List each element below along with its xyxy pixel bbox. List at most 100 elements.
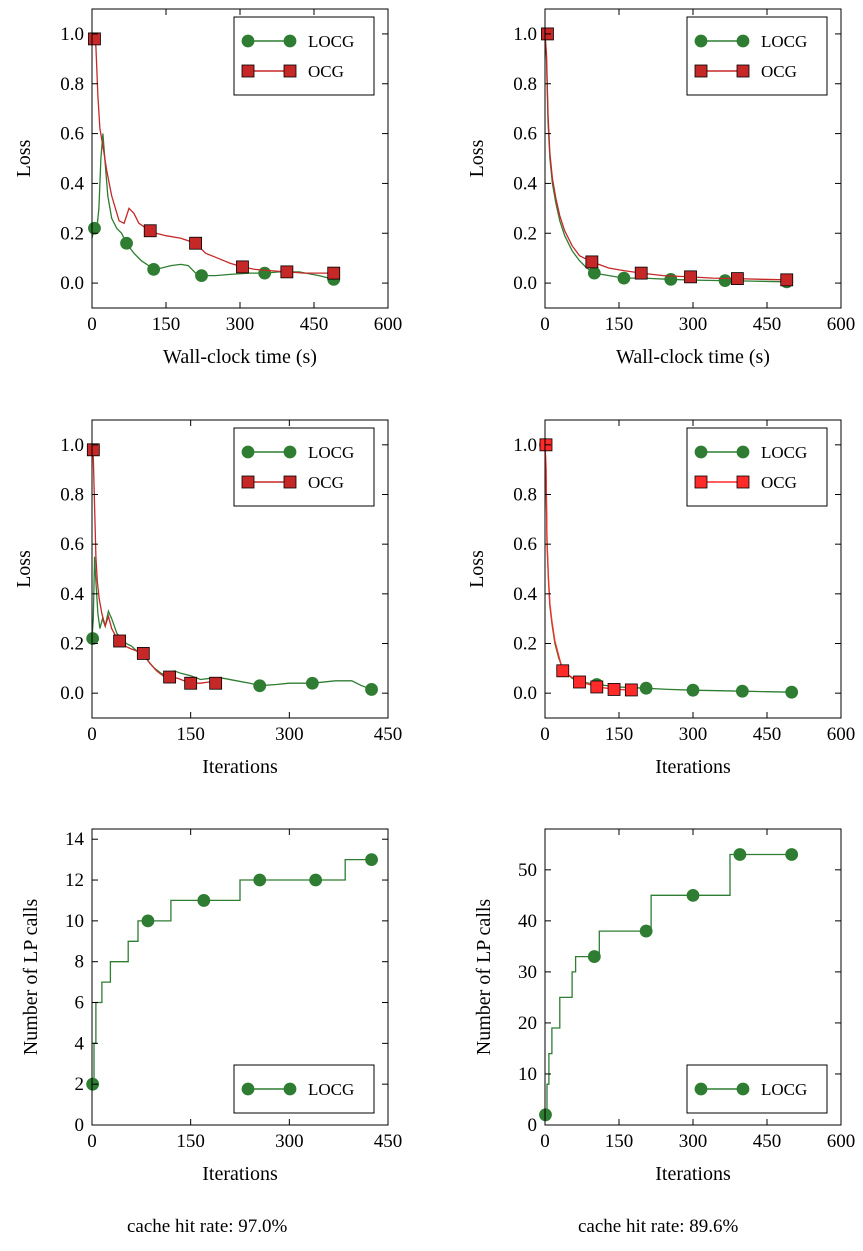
legend-label-locg: LOCG — [761, 1080, 807, 1099]
series-line-locg — [92, 858, 372, 1085]
legend: LOCG OCG — [686, 16, 828, 96]
x-tick-label: 450 — [374, 724, 403, 745]
x-tick-label: 450 — [374, 1131, 403, 1152]
caption-left: cache hit rate: 97.0% — [127, 1216, 288, 1237]
x-tick-label: 150 — [605, 1131, 634, 1152]
y-tick-label: 0.4 — [513, 584, 537, 605]
data-point-locg-3 — [639, 681, 653, 695]
legend-label-ocg: OCG — [761, 62, 797, 81]
x-tick-label: 300 — [679, 314, 708, 335]
legend-marker-ocg — [241, 475, 255, 489]
x-tick-label: 150 — [176, 1131, 205, 1152]
data-point-locg-3 — [197, 894, 211, 907]
y-tick-label: 4 — [75, 1033, 85, 1054]
x-tick-label: 0 — [87, 1131, 97, 1152]
y-tick-label: 0.8 — [60, 74, 84, 95]
data-point-ocg-6 — [780, 273, 794, 287]
chart-panel-5: 0 150 300 450 0 2 4 6 8 10 12 14 Iterations Number of… — [20, 828, 403, 1185]
y-tick-label: 8 — [75, 952, 85, 973]
data-point-ocg-5 — [607, 683, 621, 696]
legend-marker-locg — [283, 445, 297, 459]
series-line-locg — [91, 556, 372, 691]
legend-marker-locg — [241, 1082, 255, 1096]
data-point-locg-4 — [365, 683, 378, 696]
x-tick-label: 450 — [753, 314, 782, 335]
y-tick-label: 0.0 — [513, 273, 537, 294]
data-point-ocg-4 — [236, 260, 249, 274]
y-tick-label: 0.2 — [60, 223, 84, 244]
x-tick-label: 300 — [226, 314, 255, 335]
legend-marker-locg — [736, 34, 750, 48]
data-point-locg-6 — [785, 848, 799, 861]
legend-marker-locg — [283, 1082, 297, 1096]
y-tick-label: 10 — [65, 911, 84, 932]
data-point-locg-2 — [253, 679, 267, 693]
data-point-ocg-5 — [731, 272, 744, 285]
data-point-ocg-2 — [585, 255, 599, 269]
legend-marker-ocg — [283, 475, 297, 489]
legend-box — [686, 427, 828, 507]
data-point-locg-4 — [686, 888, 700, 902]
y-tick-label: 0.4 — [513, 173, 537, 194]
data-point-locg-5 — [733, 848, 747, 861]
x-tick-label: 300 — [679, 1131, 708, 1152]
series-line-ocg — [91, 449, 216, 684]
y-tick-label: 1.0 — [60, 24, 84, 45]
x-tick-label: 150 — [605, 724, 634, 745]
legend-marker-ocg — [283, 64, 297, 78]
legend-marker-locg — [694, 445, 708, 459]
x-tick-label: 450 — [753, 724, 782, 745]
data-point-ocg-6 — [209, 676, 223, 690]
legend-box — [233, 427, 375, 507]
y-tick-label: 0.8 — [513, 485, 537, 506]
data-point-ocg-4 — [684, 270, 697, 284]
data-point-ocg-3 — [573, 675, 586, 689]
data-point-locg-4 — [253, 873, 267, 887]
data-point-locg-6 — [785, 685, 799, 699]
data-point-locg-3 — [639, 924, 653, 938]
data-point-ocg-5 — [184, 676, 198, 690]
y-tick-label: 0.2 — [513, 634, 537, 655]
legend-label-ocg: OCG — [761, 473, 797, 492]
y-tick-label: 0.6 — [60, 124, 84, 145]
legend-marker-locg — [736, 445, 750, 459]
data-point-locg-5 — [309, 873, 323, 887]
x-tick-label: 150 — [176, 724, 205, 745]
legend: LOCG OCG — [233, 427, 375, 507]
data-point-locg-4 — [195, 269, 208, 283]
legend: LOCG OCG — [233, 16, 375, 96]
x-tick-label: 600 — [374, 314, 403, 335]
data-point-ocg-2 — [556, 664, 570, 678]
y-tick-label: 0.4 — [60, 584, 84, 605]
legend-label-locg: LOCG — [308, 443, 354, 462]
y-axis-label: Loss — [13, 550, 35, 588]
legend-marker-locg — [283, 34, 297, 48]
y-tick-label: 0.0 — [513, 683, 537, 704]
y-tick-label: 40 — [518, 911, 537, 932]
y-tick-label: 0.8 — [513, 74, 537, 95]
legend: LOCG — [686, 1064, 828, 1114]
y-axis-label: Loss — [466, 550, 488, 588]
figure: 0 150 300 450 6000.00.20.40.60.81.0Wall-cloc… — [13, 8, 855, 1185]
x-tick-label: 0 — [87, 314, 97, 335]
legend-marker-ocg — [736, 64, 750, 78]
data-point-locg-6 — [365, 853, 378, 867]
y-tick-label: 0.6 — [513, 534, 537, 555]
y-tick-label: 0.6 — [513, 124, 537, 145]
y-tick-label: 0.0 — [60, 273, 84, 294]
legend-marker-ocg — [736, 475, 750, 489]
y-tick-label: 0.2 — [60, 634, 84, 655]
data-point-locg-1 — [86, 632, 100, 645]
data-point-locg-2 — [617, 271, 631, 285]
chart-panel-2: 0 150 300 450 600 0.0 0.2 0.4 0.6 0.8 1.0 Wall-cloc… — [466, 8, 855, 368]
legend-marker-locg — [694, 34, 708, 48]
data-point-locg-3 — [305, 676, 319, 690]
data-point-ocg-1 — [86, 443, 100, 457]
data-point-locg-4 — [686, 683, 700, 697]
x-axis-label: Iterations — [202, 756, 278, 778]
x-tick-label: 450 — [300, 314, 329, 335]
y-tick-label: 20 — [518, 1013, 537, 1034]
legend-label-locg: LOCG — [308, 1080, 354, 1099]
x-tick-label: 150 — [152, 314, 181, 335]
y-tick-label: 2 — [75, 1074, 85, 1095]
